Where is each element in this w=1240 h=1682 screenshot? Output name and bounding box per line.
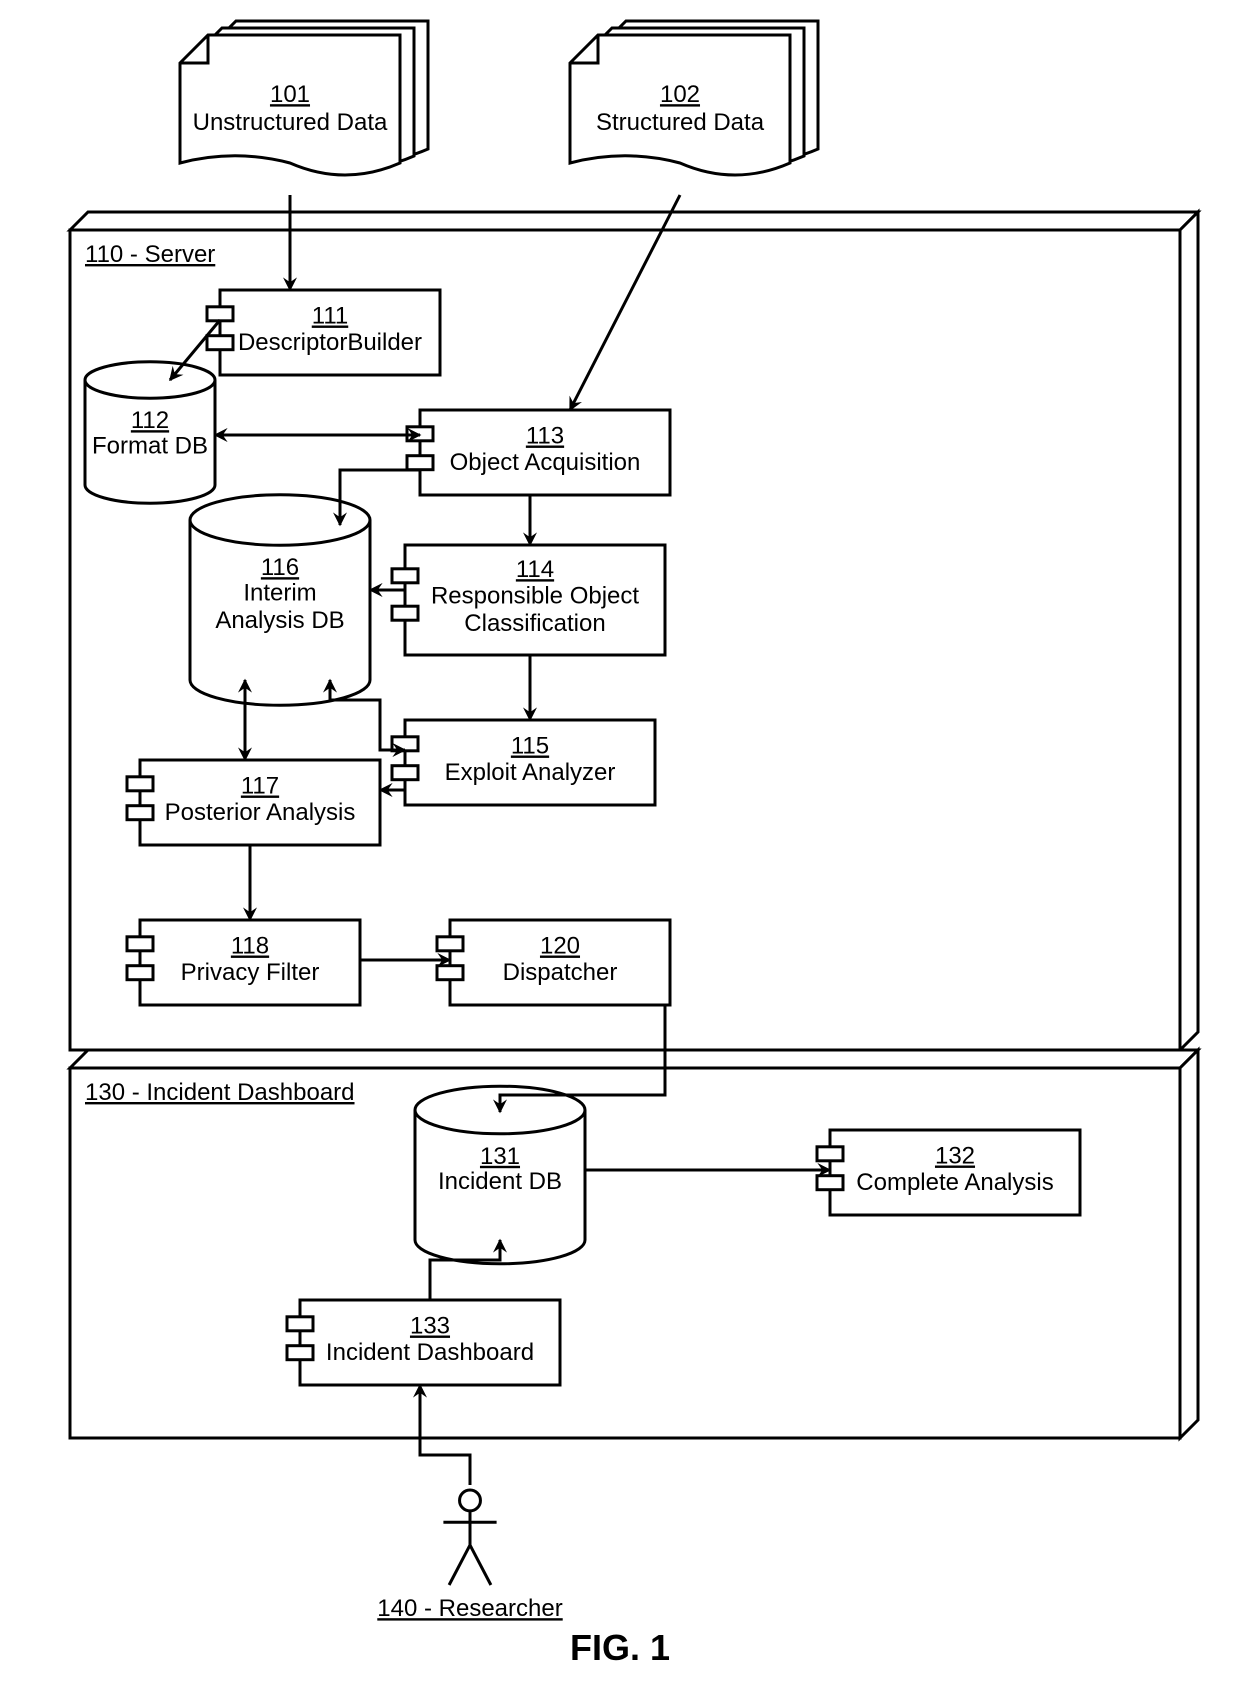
svg-text:FIG. 1: FIG. 1 <box>570 1627 670 1668</box>
svg-text:140 - Researcher: 140 - Researcher <box>377 1595 562 1622</box>
svg-text:Incident DB: Incident DB <box>438 1168 562 1195</box>
svg-text:Complete Analysis: Complete Analysis <box>856 1169 1053 1196</box>
svg-text:111: 111 <box>312 303 348 330</box>
figure-root: 110 - Server 130 - Incident Dashboard 101U… <box>0 0 1240 1682</box>
svg-text:Privacy Filter: Privacy Filter <box>181 959 320 986</box>
svg-text:116: 116 <box>261 554 299 581</box>
database-d112: 112Format DB <box>85 362 215 503</box>
svg-text:133: 133 <box>410 1313 450 1340</box>
svg-text:130 - Incident Dashboard: 130 - Incident Dashboard <box>85 1079 355 1106</box>
component-c115: 115Exploit Analyzer <box>392 720 655 805</box>
svg-text:114: 114 <box>516 556 554 583</box>
svg-text:132: 132 <box>935 1143 975 1170</box>
svg-text:113: 113 <box>526 423 564 450</box>
database-d131: 131Incident DB <box>415 1086 585 1264</box>
component-c132: 132Complete Analysis <box>817 1130 1080 1215</box>
component-c133: 133Incident Dashboard <box>287 1300 560 1385</box>
svg-text:Dispatcher: Dispatcher <box>503 959 618 986</box>
document-doc102: 102Structured Data <box>570 21 818 175</box>
svg-text:Classification: Classification <box>464 610 605 637</box>
component-c113: 113Object Acquisition <box>407 410 670 495</box>
svg-text:117: 117 <box>241 773 279 800</box>
component-c117: 117Posterior Analysis <box>127 760 380 845</box>
svg-text:Incident Dashboard: Incident Dashboard <box>326 1339 534 1366</box>
svg-text:Posterior Analysis: Posterior Analysis <box>165 799 356 826</box>
actor-a140: 140 - Researcher <box>377 1490 562 1622</box>
svg-text:Responsible Object: Responsible Object <box>431 583 639 610</box>
svg-text:Analysis DB: Analysis DB <box>215 607 344 634</box>
component-c118: 118Privacy Filter <box>127 920 360 1005</box>
component-c111: 111DescriptorBuilder <box>207 290 440 375</box>
svg-text:Format DB: Format DB <box>92 432 208 459</box>
document-doc101: 101Unstructured Data <box>180 21 428 175</box>
component-c114: 114Responsible ObjectClassification <box>392 545 665 655</box>
svg-text:DescriptorBuilder: DescriptorBuilder <box>238 329 422 356</box>
svg-text:118: 118 <box>231 933 269 960</box>
svg-text:Exploit Analyzer: Exploit Analyzer <box>445 759 616 786</box>
svg-text:Interim: Interim <box>243 579 316 606</box>
svg-text:112: 112 <box>131 407 169 434</box>
database-d116: 116InterimAnalysis DB <box>190 495 370 705</box>
svg-text:102: 102 <box>660 81 700 108</box>
svg-text:120: 120 <box>540 933 580 960</box>
svg-text:101: 101 <box>270 81 310 108</box>
svg-text:Object Acquisition: Object Acquisition <box>450 449 641 476</box>
svg-text:131: 131 <box>480 1143 520 1170</box>
svg-text:115: 115 <box>511 733 549 760</box>
svg-text:Unstructured Data: Unstructured Data <box>193 109 388 136</box>
component-c120: 120Dispatcher <box>437 920 670 1005</box>
svg-text:Structured Data: Structured Data <box>596 109 765 136</box>
svg-text:110 - Server: 110 - Server <box>85 241 215 268</box>
region-dashboard: 130 - Incident Dashboard <box>70 1050 1198 1438</box>
